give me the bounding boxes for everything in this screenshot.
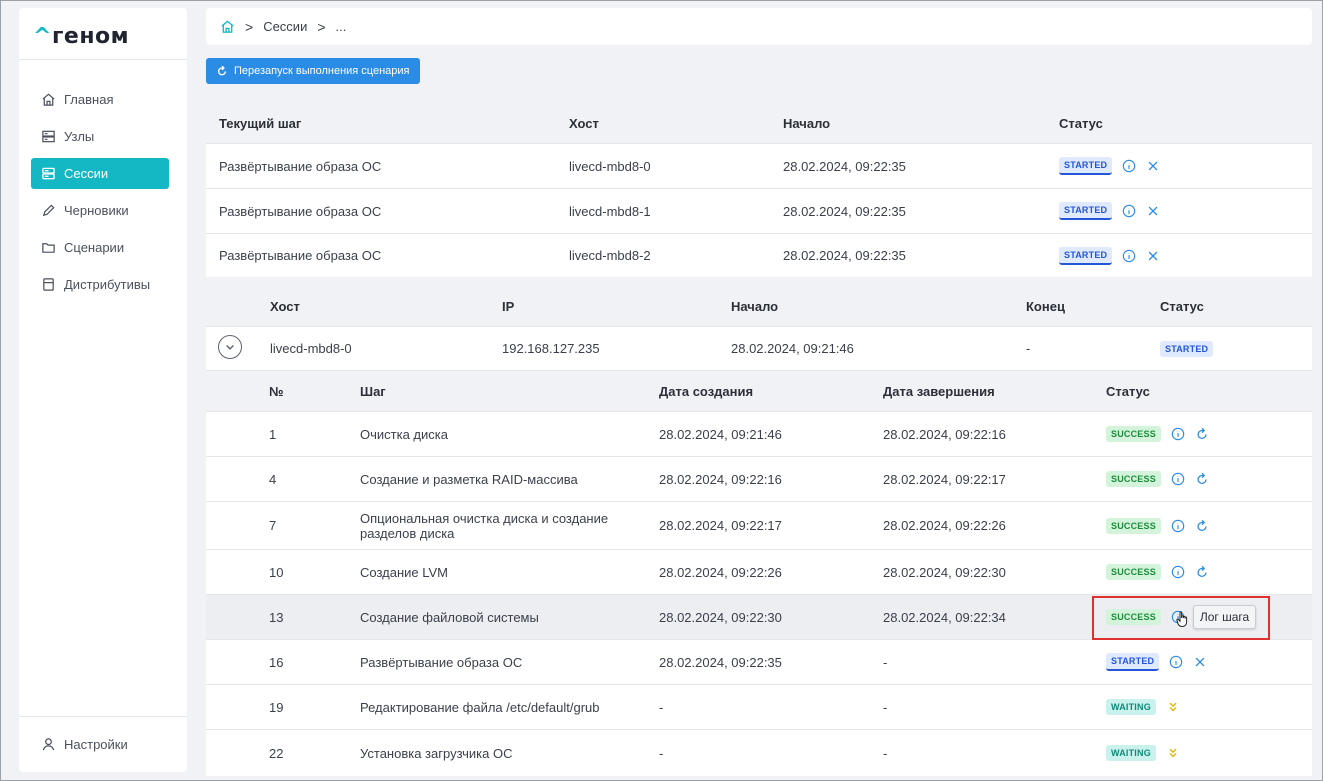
sidebar-item-label: Сессии — [64, 166, 109, 181]
breadcrumb-sessions-link[interactable]: Сессии — [263, 19, 308, 34]
step-row: 16 Развёртывание образа ОС 28.02.2024, 0… — [206, 640, 1312, 685]
double-chevron-down-icon[interactable] — [1166, 700, 1180, 714]
info-icon[interactable] — [1122, 204, 1136, 218]
breadcrumb-chevron-icon: > — [317, 18, 326, 35]
close-icon[interactable] — [1193, 655, 1207, 669]
breadcrumb-current: ... — [335, 19, 347, 34]
status-badge: WAITING — [1106, 745, 1156, 761]
sidebar-item-label: Черновики — [64, 203, 129, 218]
sidebar-item-sessions[interactable]: Сессии — [31, 158, 169, 189]
hand-cursor-icon — [1176, 611, 1188, 628]
logo[interactable]: ^геном — [19, 8, 187, 60]
breadcrumb-chevron-icon: > — [245, 18, 254, 35]
sidebar-nav: Главная Узлы Сессии Черновики Сценарии Д… — [19, 60, 187, 300]
step-row: 7 Опциональная очистка диска и создание … — [206, 502, 1312, 550]
status-badge: SUCCESS — [1106, 517, 1161, 534]
sidebar-item-label: Узлы — [64, 129, 95, 144]
close-icon[interactable] — [1146, 204, 1160, 218]
sidebar-item-label: Настройки — [64, 737, 128, 752]
step-row: 10 Создание LVM 28.02.2024, 09:22:26 28.… — [206, 550, 1312, 595]
close-icon[interactable] — [1146, 159, 1160, 173]
sidebar-item-distributions[interactable]: Дистрибутивы — [31, 269, 169, 300]
restart-icon — [217, 65, 227, 76]
sidebar-item-label: Дистрибутивы — [64, 277, 151, 292]
sidebar-item-label: Сценарии — [64, 240, 125, 255]
table-row: Развёртывание образа ОС livecd-mbd8-0 28… — [206, 144, 1312, 189]
collapse-chevron-icon[interactable] — [218, 335, 242, 359]
sidebar-item-scenarios[interactable]: Сценарии — [31, 232, 169, 263]
status-badge: STARTED — [1059, 202, 1113, 220]
double-chevron-down-icon[interactable] — [1166, 746, 1180, 760]
table-row: Развёртывание образа ОС livecd-mbd8-1 28… — [206, 189, 1312, 234]
step-row: 19 Редактирование файла /etc/default/gru… — [206, 685, 1312, 730]
folder-icon — [42, 243, 55, 253]
restart-icon[interactable] — [1195, 427, 1209, 441]
step-row: 4 Создание и разметка RAID-массива 28.02… — [206, 457, 1312, 502]
close-icon[interactable] — [1146, 249, 1160, 263]
status-badge: STARTED — [1059, 246, 1113, 265]
tooltip-step-log: Лог шага — [1193, 605, 1256, 629]
status-badge: WAITING — [1106, 699, 1156, 715]
home-icon[interactable] — [220, 19, 235, 34]
server-icon — [42, 130, 55, 143]
info-icon[interactable] — [1171, 565, 1185, 579]
home-icon — [42, 93, 55, 106]
host-row[interactable]: livecd-mbd8-0 192.168.127.235 28.02.2024… — [206, 327, 1312, 371]
step-row: 22 Установка загрузчика ОС - - WAITING — [206, 730, 1312, 776]
info-icon[interactable] — [1171, 427, 1185, 441]
sidebar-item-home[interactable]: Главная — [31, 84, 169, 115]
info-icon[interactable] — [1169, 655, 1183, 669]
info-icon[interactable] — [1171, 472, 1185, 486]
table-header: Хост IP Начало Конец Статус — [206, 286, 1312, 327]
restart-icon[interactable] — [1195, 519, 1209, 533]
status-badge: SUCCESS — [1106, 471, 1161, 487]
box-icon — [43, 278, 54, 291]
sessions-icon — [42, 167, 55, 180]
sidebar-item-label: Главная — [64, 92, 114, 107]
current-steps-table: Текущий шаг Хост Начало Статус Развёртыв… — [206, 104, 1312, 277]
status-badge: STARTED — [1059, 157, 1113, 175]
steps-header: № Шаг Дата создания Дата завершения Стат… — [206, 371, 1312, 412]
hosts-table: Хост IP Начало Конец Статус livecd-mbd8-… — [206, 286, 1312, 776]
status-badge: SUCCESS — [1106, 426, 1161, 442]
sidebar: ^геном Главная Узлы Сессии Черновики Сце… — [19, 8, 187, 772]
restart-icon[interactable] — [1195, 472, 1209, 486]
highlight-box — [1092, 596, 1270, 640]
table-header: Текущий шаг Хост Начало Статус — [206, 104, 1312, 144]
status-badge: STARTED — [1106, 653, 1160, 671]
restart-scenario-button[interactable]: Перезапуск выполнения сценария — [206, 58, 420, 84]
info-icon[interactable] — [1122, 249, 1136, 263]
sidebar-footer: Настройки — [19, 716, 187, 772]
info-icon[interactable] — [1122, 159, 1136, 173]
sidebar-item-settings[interactable]: Настройки — [31, 729, 169, 760]
info-icon[interactable] — [1171, 519, 1185, 533]
status-badge: SUCCESS — [1106, 564, 1161, 580]
step-row-hovered: 13 Создание файловой системы 28.02.2024,… — [206, 595, 1312, 640]
status-badge: STARTED — [1160, 341, 1214, 357]
sidebar-item-nodes[interactable]: Узлы — [31, 121, 169, 152]
breadcrumb: > Сессии > ... — [206, 8, 1312, 45]
step-row: 1 Очистка диска 28.02.2024, 09:21:46 28.… — [206, 412, 1312, 457]
user-icon — [42, 738, 55, 751]
pencil-icon — [42, 204, 55, 217]
table-row: Развёртывание образа ОС livecd-mbd8-2 28… — [206, 234, 1312, 277]
restart-icon[interactable] — [1195, 565, 1209, 579]
status-badge: SUCCESS — [1106, 609, 1161, 625]
sidebar-item-drafts[interactable]: Черновики — [31, 195, 169, 226]
